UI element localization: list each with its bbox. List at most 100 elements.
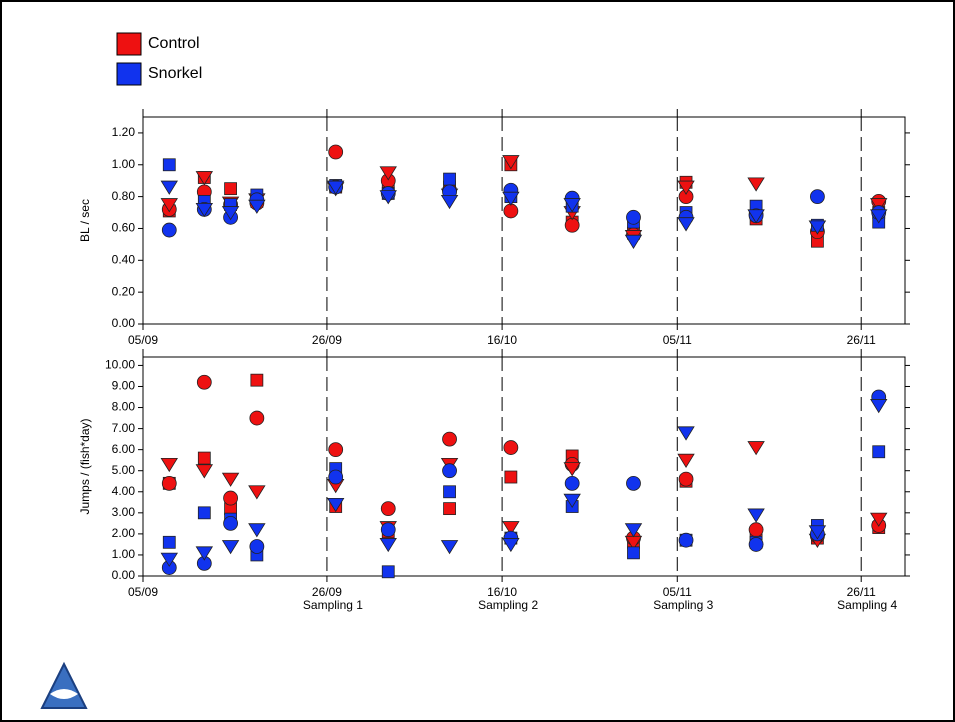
y-tick-label: 2.00 <box>112 526 136 540</box>
triangle-marker <box>808 525 827 540</box>
y-tick-label: 5.00 <box>112 463 136 477</box>
triangle-marker <box>677 453 695 468</box>
triangle-marker <box>870 198 888 213</box>
square-marker <box>162 158 176 172</box>
triangle-marker <box>379 166 397 181</box>
circle-marker <box>161 222 177 238</box>
y-tick-label: 9.00 <box>112 379 136 393</box>
circle-marker <box>328 442 344 458</box>
y-tick-label: 3.00 <box>112 505 136 519</box>
circle-marker <box>380 522 396 538</box>
x-tick-label: 26/09 <box>312 333 342 347</box>
square-marker <box>443 172 456 186</box>
triangle-marker <box>747 177 765 192</box>
circle-marker <box>196 374 212 390</box>
triangle-marker <box>221 206 240 221</box>
triangle-marker <box>160 552 178 567</box>
triangle-marker <box>870 399 888 414</box>
y-tick-label: 7.00 <box>112 421 136 435</box>
circle-marker <box>503 203 519 219</box>
y-tick-label: 4.00 <box>112 484 136 498</box>
y-tick-label: 6.00 <box>112 442 136 456</box>
square-marker <box>224 182 237 196</box>
circle-marker <box>442 431 457 447</box>
triangle-marker <box>440 540 459 555</box>
legend-swatch <box>116 32 142 56</box>
triangle-marker <box>326 498 345 513</box>
triangle-marker <box>563 198 581 213</box>
y-tick-label: 0.60 <box>112 221 136 235</box>
circle-marker <box>626 475 641 491</box>
triangle-marker <box>160 457 178 473</box>
y-tick-label: 1.20 <box>112 125 136 139</box>
triangle-marker <box>624 234 643 249</box>
triangle-marker <box>195 202 214 218</box>
circle-marker <box>748 537 764 552</box>
logo <box>40 661 88 709</box>
sampling-label: Sampling 4 <box>837 598 897 612</box>
legend-swatch <box>116 62 142 86</box>
circle-marker <box>249 410 265 426</box>
x-tick-label: 05/11 <box>663 585 692 599</box>
square-marker <box>872 445 886 459</box>
triangle-marker <box>624 523 643 538</box>
legend-label: Snorkel <box>148 65 202 82</box>
y-tick-label: 1.00 <box>112 547 136 561</box>
circle-marker <box>748 522 764 538</box>
circle-marker <box>249 539 265 554</box>
circle-marker <box>503 440 519 455</box>
triangle-marker <box>677 180 695 195</box>
triangle-marker <box>747 508 765 523</box>
circle-marker <box>678 471 694 487</box>
square-marker <box>162 535 176 549</box>
square-marker <box>197 451 211 465</box>
x-tick-label: 26/11 <box>847 585 876 599</box>
square-marker <box>443 485 456 499</box>
circle-marker <box>223 490 238 506</box>
sampling-label: Sampling 2 <box>478 598 538 612</box>
triangle-marker <box>502 191 520 206</box>
triangle-marker <box>195 171 214 186</box>
triangle-marker <box>747 441 765 456</box>
x-tick-label: 26/11 <box>847 333 876 347</box>
circle-marker <box>380 501 396 517</box>
sampling-label: Sampling 3 <box>653 598 713 612</box>
triangle-marker <box>747 209 765 224</box>
x-tick-label: 26/09 <box>312 585 342 599</box>
triangle-marker <box>502 521 520 536</box>
triangle-marker <box>677 217 695 232</box>
circle-marker <box>328 144 344 160</box>
circle-marker <box>626 209 641 225</box>
circle-marker <box>564 217 580 233</box>
x-tick-label: 05/09 <box>128 585 158 599</box>
y-tick-label: 0.00 <box>112 568 136 582</box>
circle-marker <box>161 475 177 491</box>
triangle-marker <box>195 464 214 479</box>
y-tick-label: 0.80 <box>112 189 136 203</box>
square-marker <box>381 565 395 579</box>
triangle-marker <box>563 462 581 477</box>
plot-frame <box>142 116 906 325</box>
circle-marker <box>442 463 457 479</box>
circle-marker <box>810 189 825 205</box>
triangle-marker <box>248 199 266 214</box>
x-tick-label: 16/10 <box>487 333 517 347</box>
circle-marker <box>678 532 694 548</box>
triangle-marker <box>440 194 459 210</box>
triangle-marker <box>677 426 695 441</box>
y-tick-label: 10.00 <box>105 358 135 372</box>
square-marker <box>504 470 518 484</box>
triangle-marker <box>248 523 266 538</box>
triangle-marker <box>502 155 520 170</box>
triangle-marker <box>160 180 178 195</box>
triangle-marker <box>379 538 397 553</box>
y-axis-label: Jumps / (fish*day) <box>78 418 92 514</box>
triangle-marker <box>160 198 178 213</box>
triangle-marker <box>195 546 214 561</box>
legend-label: Control <box>148 35 200 52</box>
triangle-marker <box>379 190 397 205</box>
square-marker <box>443 502 456 516</box>
x-tick-label: 05/11 <box>663 333 692 347</box>
